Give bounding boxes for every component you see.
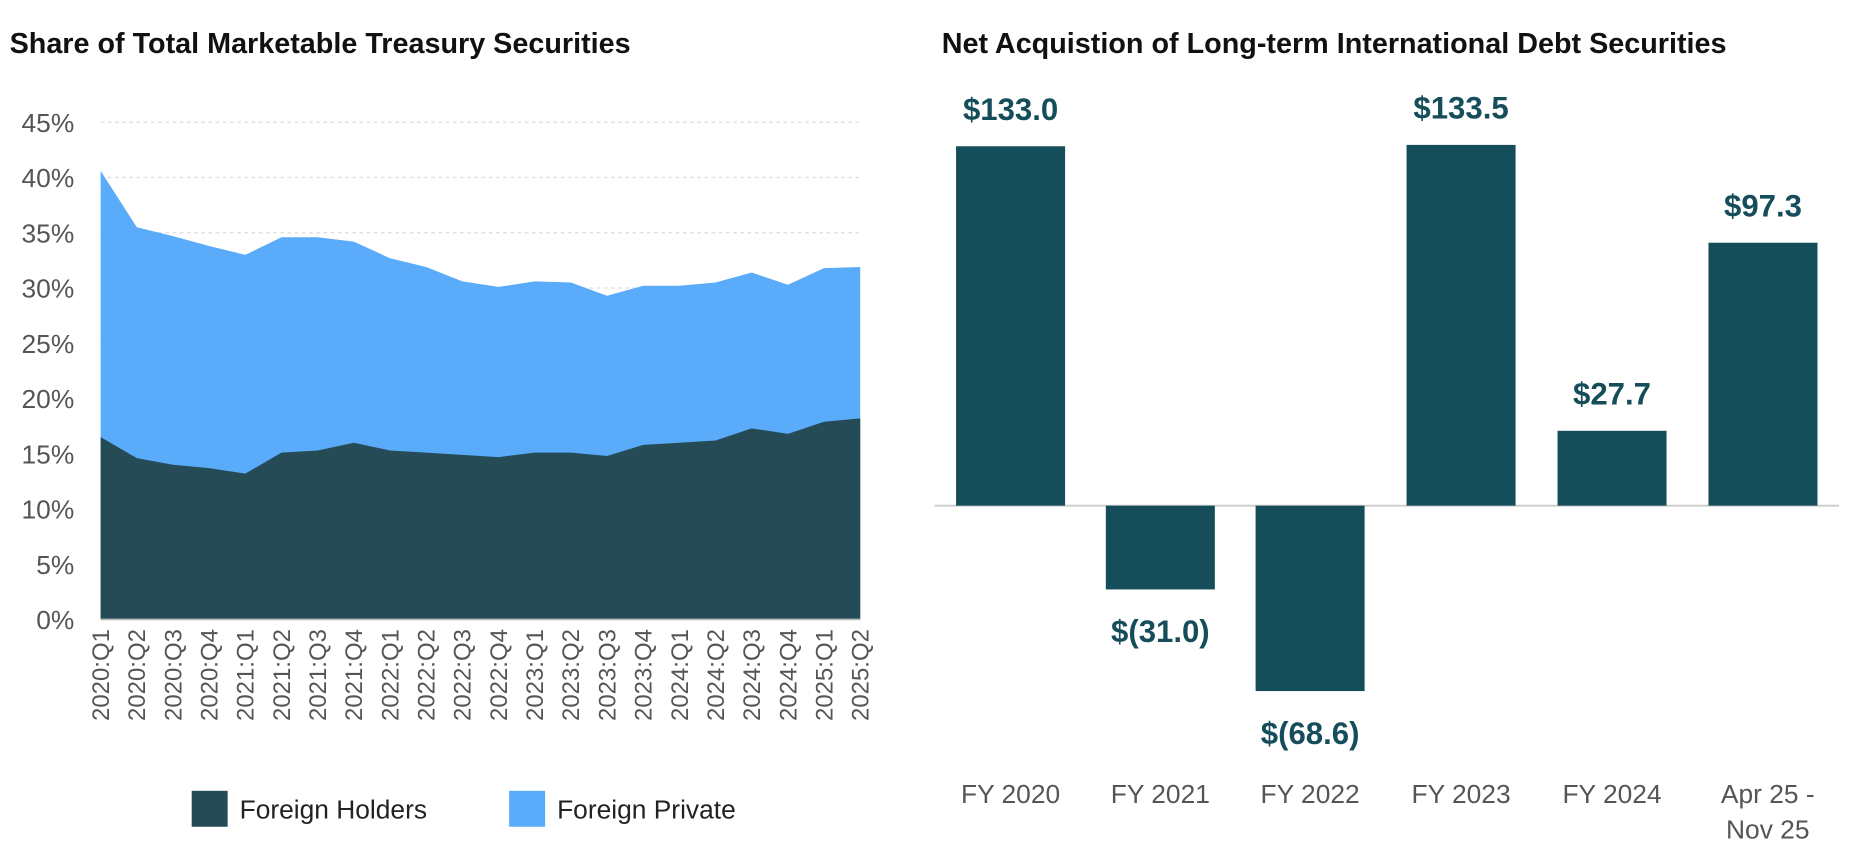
y-tick-label: 35% bbox=[22, 218, 75, 248]
y-tick-label: 20% bbox=[22, 384, 75, 414]
x-tick-label: 2021:Q4 bbox=[341, 629, 368, 721]
x-tick-label: 2023:Q2 bbox=[558, 629, 585, 721]
y-tick-label: 25% bbox=[22, 329, 75, 359]
right-chart-title: Net Acquistion of Long-term Internationa… bbox=[942, 28, 1727, 60]
bar bbox=[1255, 505, 1365, 692]
bar bbox=[1557, 430, 1667, 506]
data-label: $(31.0) bbox=[1111, 614, 1210, 649]
legend-swatch-foreign-holders bbox=[191, 790, 228, 827]
x-tick-label: 2020:Q2 bbox=[124, 629, 151, 721]
x-tick-label: 2025:Q2 bbox=[848, 629, 875, 721]
x-tick-label: 2023:Q4 bbox=[631, 629, 658, 721]
x-tick-label: 2022:Q1 bbox=[377, 629, 404, 721]
category-label: FY 2022 bbox=[1261, 779, 1360, 809]
x-tick-label: 2020:Q4 bbox=[197, 629, 224, 721]
category-label: Nov 25 bbox=[1726, 815, 1809, 845]
x-tick-label: 2020:Q3 bbox=[160, 629, 187, 721]
legend-swatch-foreign-private bbox=[509, 790, 546, 827]
data-label: $(68.6) bbox=[1261, 716, 1360, 751]
legend: Foreign Holders Foreign Private bbox=[191, 790, 736, 827]
y-tick-label: 10% bbox=[22, 495, 75, 525]
y-tick-label: 40% bbox=[22, 163, 75, 193]
x-tick-label: 2021:Q2 bbox=[269, 629, 296, 721]
category-label: FY 2020 bbox=[961, 779, 1060, 809]
data-label: $133.0 bbox=[963, 92, 1058, 127]
category-label: FY 2021 bbox=[1111, 779, 1210, 809]
x-tick-label: 2024:Q2 bbox=[703, 629, 730, 721]
x-tick-label: 2024:Q1 bbox=[667, 629, 694, 721]
area-foreign-holders bbox=[100, 418, 861, 620]
bar bbox=[1708, 242, 1818, 506]
data-label: $97.3 bbox=[1724, 188, 1802, 223]
category-label: FY 2024 bbox=[1562, 779, 1661, 809]
x-tick-label: 2024:Q4 bbox=[775, 629, 802, 721]
y-tick-label: 15% bbox=[22, 439, 75, 469]
y-tick-label: 5% bbox=[36, 550, 74, 580]
x-tick-label: 2020:Q1 bbox=[88, 629, 115, 721]
bar bbox=[1105, 505, 1215, 590]
bar bbox=[1406, 144, 1516, 506]
x-tick-label: 2022:Q3 bbox=[450, 629, 477, 721]
left-chart-title: Share of Total Marketable Treasury Secur… bbox=[10, 28, 631, 60]
y-tick-label: 30% bbox=[22, 274, 75, 304]
x-tick-label: 2024:Q3 bbox=[739, 629, 766, 721]
data-label: $27.7 bbox=[1573, 376, 1651, 411]
bar bbox=[956, 146, 1066, 506]
x-tick-label: 2023:Q1 bbox=[522, 629, 549, 721]
category-label: FY 2023 bbox=[1411, 779, 1510, 809]
x-tick-label: 2021:Q1 bbox=[233, 629, 260, 721]
data-label: $133.5 bbox=[1413, 91, 1508, 126]
legend-label-foreign-holders: Foreign Holders bbox=[240, 794, 427, 824]
x-tick-label: 2021:Q3 bbox=[305, 629, 332, 721]
category-label: Apr 25 - bbox=[1721, 779, 1815, 809]
y-tick-label: 45% bbox=[22, 108, 75, 138]
x-tick-label: 2022:Q2 bbox=[414, 629, 441, 721]
x-tick-label: 2025:Q1 bbox=[811, 629, 838, 721]
x-tick-label: 2022:Q4 bbox=[486, 629, 513, 721]
y-tick-label: 0% bbox=[36, 605, 74, 635]
x-tick-label: 2023:Q3 bbox=[594, 629, 621, 721]
legend-label-foreign-private: Foreign Private bbox=[557, 794, 736, 824]
